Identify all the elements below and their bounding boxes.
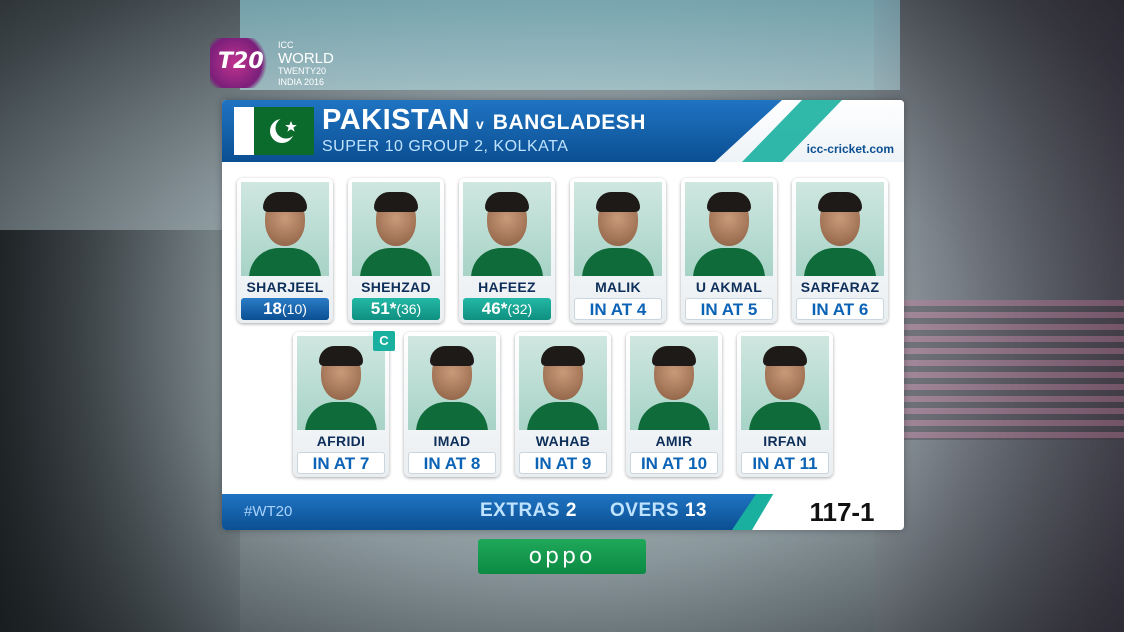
player-stat: IN AT 8	[408, 452, 496, 474]
scorecard-panel: PAKISTAN v BANGLADESH SUPER 10 GROUP 2, K…	[222, 100, 904, 530]
background-sky	[240, 0, 900, 90]
overs-summary: OVERS 13	[610, 500, 707, 522]
header-band	[222, 100, 782, 162]
logo-line1: ICC	[278, 40, 294, 50]
match-title: PAKISTAN v BANGLADESH	[322, 104, 646, 137]
hashtag-label: #WT20	[244, 503, 293, 520]
team-score: 117-1	[809, 497, 875, 527]
player-balls: (32)	[507, 301, 533, 317]
logo-t20-text: T20	[218, 49, 264, 74]
player-card: SHARJEEL 18(10)	[237, 178, 333, 323]
player-photo	[463, 182, 551, 276]
player-name: IRFAN	[763, 433, 807, 449]
player-card: AMIR IN AT 10	[626, 332, 722, 477]
player-stat: IN AT 6	[796, 298, 884, 320]
overs-label: OVERS	[610, 500, 680, 521]
player-name: U AKMAL	[695, 279, 763, 295]
player-card: IMAD IN AT 8	[404, 332, 500, 477]
player-stat-value: IN AT 10	[640, 454, 708, 473]
background-left-stand	[0, 230, 240, 632]
player-stat-value: 18	[263, 299, 282, 318]
t20-logo-icon: T20	[210, 38, 272, 88]
player-stat-value: IN AT 11	[752, 454, 818, 473]
extras-label: EXTRAS	[480, 500, 561, 521]
player-name: MALIK	[595, 279, 641, 295]
player-stat: IN AT 10	[630, 452, 718, 474]
player-name: SHARJEEL	[246, 279, 324, 295]
player-stat: 51*(36)	[352, 298, 440, 320]
scorecard-footer: #WT20 EXTRAS 2 OVERS 13 117-1	[222, 494, 904, 530]
team-name: PAKISTAN	[322, 104, 470, 136]
background-right-stand	[874, 0, 1124, 632]
scorecard-header: PAKISTAN v BANGLADESH SUPER 10 GROUP 2, K…	[222, 100, 904, 162]
player-card: U AKMAL IN AT 5	[681, 178, 777, 323]
opponent-name: BANGLADESH	[492, 111, 646, 134]
website-label: icc-cricket.com	[806, 142, 894, 156]
score-box	[752, 494, 904, 530]
player-stat-value: IN AT 5	[700, 300, 758, 319]
logo-line2: WORLD	[278, 50, 334, 67]
player-card: SHEHZAD 51*(36)	[348, 178, 444, 323]
player-stat: IN AT 11	[741, 452, 829, 474]
player-stat-value: IN AT 6	[811, 300, 869, 319]
player-name: SHEHZAD	[361, 279, 431, 295]
player-name: AFRIDI	[316, 433, 366, 449]
player-stat: IN AT 7	[297, 452, 385, 474]
player-name: AMIR	[655, 433, 693, 449]
player-photo	[408, 336, 496, 430]
player-stat-value: IN AT 8	[423, 454, 481, 473]
player-photo	[630, 336, 718, 430]
player-card: WAHAB IN AT 9	[515, 332, 611, 477]
player-photo	[796, 182, 884, 276]
player-card: MALIK IN AT 4	[570, 178, 666, 323]
player-stat-value: IN AT 4	[589, 300, 647, 319]
logo-line4: INDIA 2016	[278, 77, 325, 87]
player-stat: IN AT 5	[685, 298, 773, 320]
versus-label: v	[475, 116, 485, 132]
player-stat: 18(10)	[241, 298, 329, 320]
captain-badge: C	[373, 331, 395, 351]
player-stat-value: IN AT 7	[312, 454, 370, 473]
player-name: SARFARAZ	[800, 279, 880, 295]
player-photo	[741, 336, 829, 430]
player-stat: IN AT 4	[574, 298, 662, 320]
sponsor-logo: oppo	[478, 539, 646, 574]
player-photo	[352, 182, 440, 276]
logo-wordmark: ICC WORLD TWENTY20 INDIA 2016	[278, 40, 334, 88]
player-name: WAHAB	[535, 433, 591, 449]
player-stat-value: 46*	[481, 299, 508, 318]
player-name: IMAD	[433, 433, 471, 449]
logo-line3: TWENTY20	[278, 66, 327, 76]
player-photo	[685, 182, 773, 276]
pakistan-flag-icon	[234, 107, 314, 155]
player-balls: (36)	[396, 301, 422, 317]
match-subtitle: SUPER 10 GROUP 2, KOLKATA	[322, 138, 569, 155]
player-photo	[241, 182, 329, 276]
player-photo	[297, 336, 385, 430]
player-photo	[574, 182, 662, 276]
player-card: SARFARAZ IN AT 6	[792, 178, 888, 323]
player-name: HAFEEZ	[478, 279, 536, 295]
player-balls: (10)	[282, 301, 307, 317]
player-card: AFRIDI IN AT 7	[293, 332, 389, 477]
player-stat-value: 51*	[370, 299, 397, 318]
player-stat: IN AT 9	[519, 452, 607, 474]
player-stat: 46*(32)	[463, 298, 551, 320]
background-crowd	[904, 300, 1124, 440]
extras-value: 2	[565, 500, 577, 521]
extras-summary: EXTRAS 2	[480, 500, 577, 522]
player-card: HAFEEZ 46*(32)	[459, 178, 555, 323]
tournament-logo: T20 ICC WORLD TWENTY20 INDIA 2016	[210, 38, 350, 88]
overs-value: 13	[684, 500, 707, 521]
player-photo	[519, 336, 607, 430]
player-card: IRFAN IN AT 11	[737, 332, 833, 477]
player-stat-value: IN AT 9	[534, 454, 592, 473]
